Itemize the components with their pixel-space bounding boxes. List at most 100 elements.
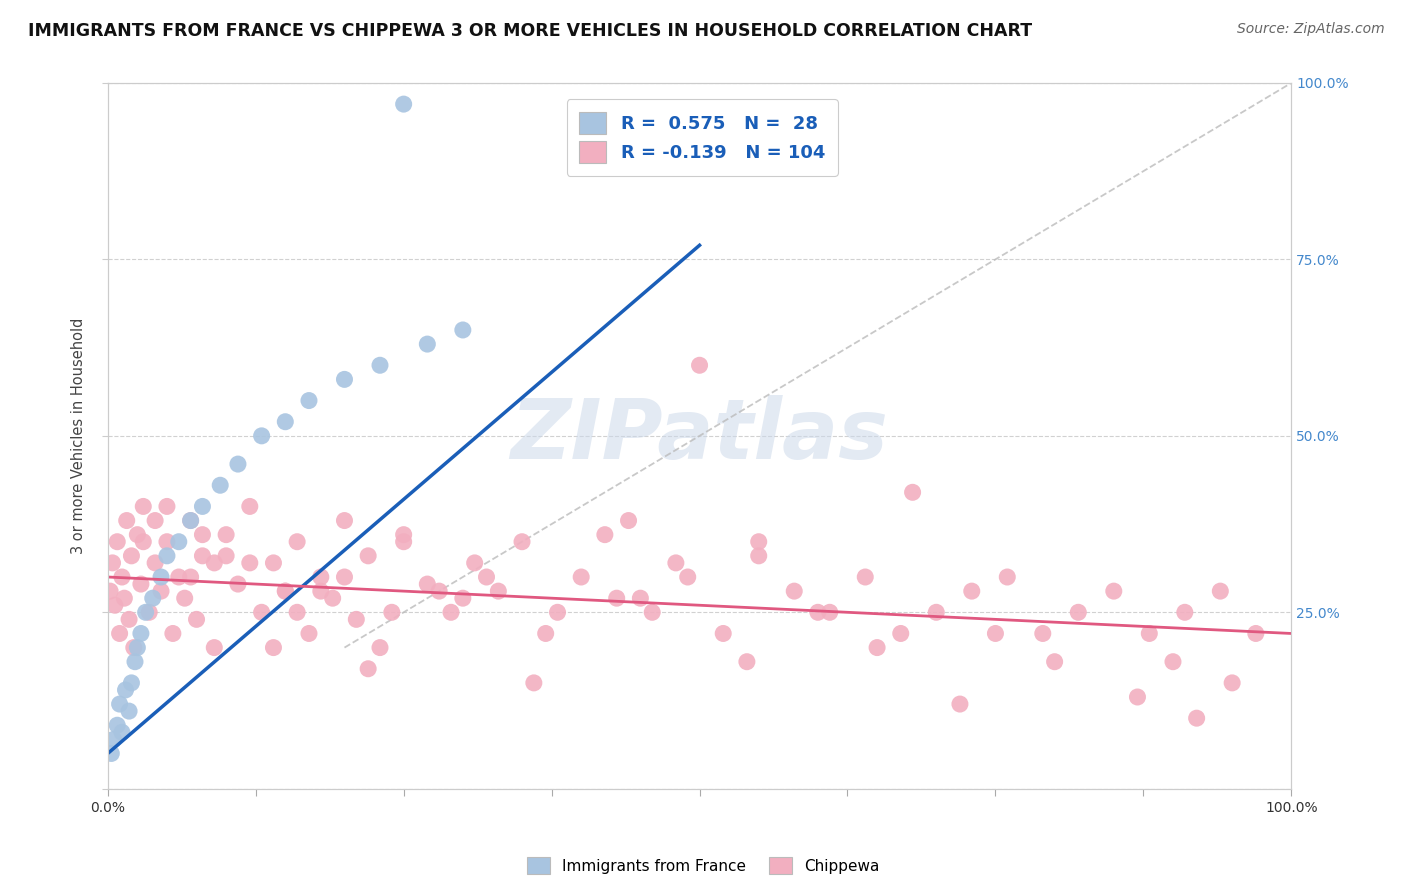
Point: [748, 534, 770, 549]
Point: [209, 478, 232, 492]
Point: [250, 605, 273, 619]
Point: [984, 626, 1007, 640]
Point: [486, 584, 509, 599]
Point: [1161, 655, 1184, 669]
Point: [440, 605, 463, 619]
Point: [114, 682, 136, 697]
Point: [226, 457, 249, 471]
Point: [250, 429, 273, 443]
Point: [357, 662, 380, 676]
Point: [866, 640, 889, 655]
Point: [381, 605, 404, 619]
Point: [239, 500, 262, 514]
Point: [464, 556, 486, 570]
Point: [357, 549, 380, 563]
Point: [960, 584, 983, 599]
Point: [1067, 605, 1090, 619]
Point: [628, 591, 651, 606]
Point: [124, 655, 146, 669]
Point: [162, 626, 184, 640]
Point: [392, 97, 415, 112]
Point: [322, 591, 344, 606]
Point: [344, 612, 367, 626]
Point: [1126, 690, 1149, 704]
Point: [285, 605, 308, 619]
Point: [1209, 584, 1232, 599]
Point: [783, 584, 806, 599]
Point: [1244, 626, 1267, 640]
Point: [569, 570, 592, 584]
Point: [1185, 711, 1208, 725]
Point: [186, 612, 208, 626]
Point: [112, 591, 135, 606]
Point: [180, 570, 202, 584]
Point: [263, 640, 285, 655]
Point: [748, 549, 770, 563]
Legend: Immigrants from France, Chippewa: Immigrants from France, Chippewa: [520, 851, 886, 880]
Point: [818, 605, 841, 619]
Point: [285, 534, 308, 549]
Text: Source: ZipAtlas.com: Source: ZipAtlas.com: [1237, 22, 1385, 37]
Point: [735, 655, 758, 669]
Point: [547, 605, 569, 619]
Point: [122, 640, 145, 655]
Point: [298, 626, 321, 640]
Point: [416, 577, 439, 591]
Point: [309, 570, 332, 584]
Point: [333, 372, 356, 386]
Point: [135, 605, 157, 619]
Point: [191, 500, 214, 514]
Point: [118, 704, 141, 718]
Point: [132, 500, 155, 514]
Point: [103, 732, 125, 747]
Point: [298, 393, 321, 408]
Point: [142, 591, 165, 606]
Point: [309, 584, 332, 599]
Point: [111, 570, 134, 584]
Point: [167, 534, 190, 549]
Point: [617, 514, 640, 528]
Point: [101, 556, 124, 570]
Text: IMMIGRANTS FROM FRANCE VS CHIPPEWA 3 OR MORE VEHICLES IN HOUSEHOLD CORRELATION C: IMMIGRANTS FROM FRANCE VS CHIPPEWA 3 OR …: [28, 22, 1032, 40]
Point: [274, 584, 297, 599]
Point: [1137, 626, 1160, 640]
Point: [167, 570, 190, 584]
Point: [150, 570, 173, 584]
Point: [263, 556, 285, 570]
Point: [451, 323, 474, 337]
Point: [274, 584, 297, 599]
Point: [111, 725, 134, 739]
Point: [239, 556, 262, 570]
Point: [1220, 676, 1243, 690]
Point: [1102, 584, 1125, 599]
Point: [475, 570, 498, 584]
Point: [127, 640, 149, 655]
Point: [392, 527, 415, 541]
Point: [925, 605, 948, 619]
Point: [143, 556, 166, 570]
Point: [427, 584, 450, 599]
Point: [120, 676, 142, 690]
Point: [191, 527, 214, 541]
Point: [1174, 605, 1197, 619]
Point: [523, 676, 546, 690]
Point: [215, 549, 238, 563]
Point: [98, 584, 121, 599]
Point: [202, 556, 225, 570]
Point: [901, 485, 924, 500]
Point: [108, 697, 131, 711]
Point: [676, 570, 699, 584]
Point: [1032, 626, 1054, 640]
Point: [392, 534, 415, 549]
Point: [593, 527, 616, 541]
Point: [156, 549, 179, 563]
Point: [191, 549, 214, 563]
Point: [853, 570, 876, 584]
Point: [949, 697, 972, 711]
Point: [416, 337, 439, 351]
Point: [689, 358, 711, 372]
Point: [156, 534, 179, 549]
Point: [274, 415, 297, 429]
Point: [368, 640, 391, 655]
Point: [215, 527, 238, 541]
